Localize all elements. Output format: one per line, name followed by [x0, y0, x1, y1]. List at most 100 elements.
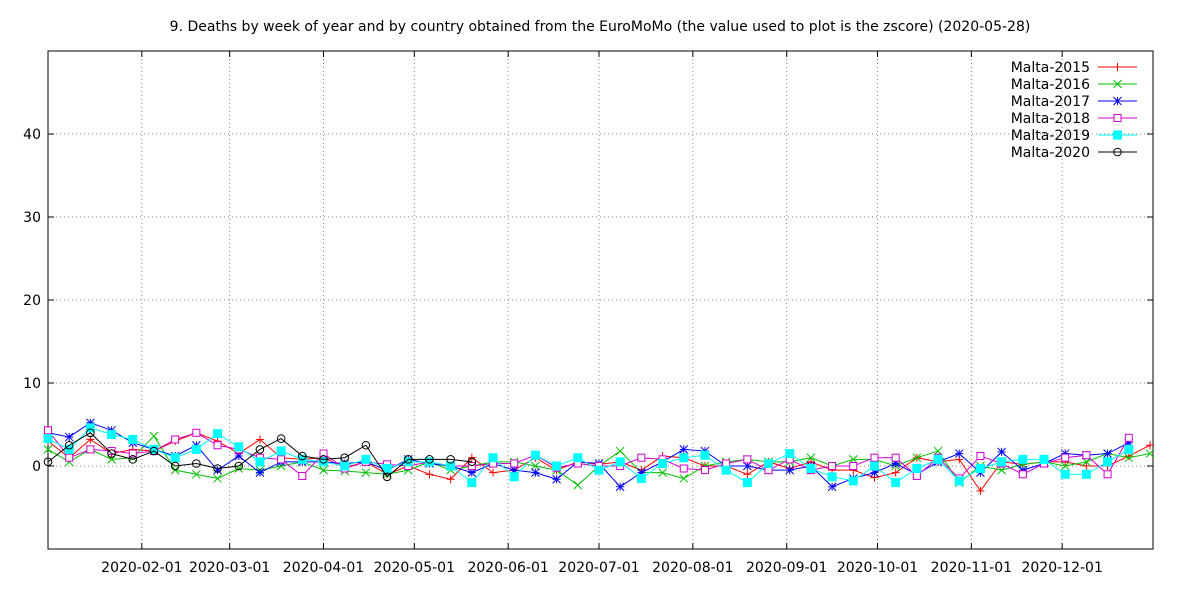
data-point: [107, 449, 116, 458]
data-point: [340, 461, 350, 471]
data-point: [679, 453, 689, 463]
data-point: [43, 434, 53, 444]
data-point: [128, 449, 137, 458]
x-axis: 2020-02-01 2020-03-01 2020-04-01 2020-05-01…: [101, 51, 1103, 576]
data-point: [827, 472, 837, 482]
data-point: [510, 459, 519, 468]
data-point: [1124, 453, 1134, 463]
data-point: [573, 453, 583, 463]
series-malta-2019: [43, 423, 1134, 488]
data-point: [891, 468, 900, 477]
data-point: [700, 466, 709, 475]
data-point: [764, 459, 774, 469]
data-point: [213, 474, 222, 483]
data-point: [615, 482, 625, 492]
data-point: [85, 423, 95, 433]
data-point: [976, 452, 985, 461]
series-malta-2017: [43, 418, 1134, 492]
data-point: [997, 447, 1006, 457]
x-tick-label: 2020-09-01: [746, 560, 827, 576]
data-point: [1039, 454, 1049, 464]
data-point: [64, 432, 74, 442]
x-tick-label: 2020-05-01: [374, 560, 455, 576]
data-point: [128, 434, 138, 444]
data-point: [191, 469, 201, 479]
data-point: [679, 474, 689, 483]
x-tick-label: 2020-11-01: [931, 560, 1012, 576]
data-point: [213, 429, 223, 439]
data-point: [65, 453, 74, 462]
data-point: [594, 465, 604, 475]
data-point: [149, 444, 159, 454]
data-point: [721, 465, 731, 475]
data-point: [785, 465, 795, 475]
data-point: [1018, 454, 1028, 464]
data-point: [552, 461, 562, 471]
legend: Malta-2015Malta-2016Malta-2017Malta-2018…: [1011, 60, 1137, 161]
data-point: [425, 470, 434, 479]
x-tick-label: 2020-02-01: [101, 560, 182, 576]
data-point: [298, 451, 307, 461]
y-tick-label: 20: [23, 293, 41, 309]
data-point: [891, 453, 900, 462]
data-point: [933, 454, 943, 464]
data-point: [489, 468, 498, 477]
data-point: [44, 426, 52, 435]
data-point: [318, 457, 328, 467]
y-axis: 0 10 20 30 40: [23, 127, 1153, 475]
data-point: [869, 461, 879, 471]
legend-label: Malta-2020: [1011, 145, 1090, 161]
data-point: [658, 468, 667, 477]
data-point: [531, 461, 540, 471]
data-point: [255, 445, 265, 454]
legend-marker: [1113, 63, 1122, 71]
data-point: [213, 441, 222, 450]
data-point: [636, 473, 646, 483]
data-point: [848, 476, 858, 486]
data-point: [530, 450, 540, 460]
data-point: [319, 465, 328, 475]
data-point: [361, 454, 371, 464]
data-point: [1061, 453, 1070, 462]
data-point: [319, 455, 328, 464]
data-point: [382, 472, 392, 482]
data-point: [827, 482, 837, 492]
data-point: [1124, 444, 1134, 454]
data-point: [149, 431, 159, 441]
data-point: [912, 453, 922, 463]
data-point: [954, 476, 964, 486]
data-point: [997, 457, 1007, 467]
data-point: [891, 478, 901, 488]
data-point: [255, 457, 265, 467]
y-tick-label: 10: [23, 376, 41, 392]
x-tick-label: 2020-06-01: [467, 560, 548, 576]
series-malta-2020: [43, 428, 477, 482]
data-point: [276, 434, 286, 443]
data-point: [1103, 457, 1113, 467]
data-point: [806, 463, 816, 473]
data-point: [86, 445, 95, 454]
x-tick-label: 2020-10-01: [837, 560, 918, 576]
data-point: [298, 471, 307, 480]
data-point: [107, 429, 117, 439]
legend-marker: [1113, 147, 1122, 157]
data-point: [467, 478, 477, 488]
data-point: [1103, 470, 1112, 479]
data-point: [128, 455, 138, 464]
x-tick-label: 2020-04-01: [283, 560, 364, 576]
data-point: [573, 480, 583, 490]
data-point: [679, 464, 688, 473]
data-point: [849, 462, 858, 470]
data-point: [976, 486, 985, 495]
data-point: [86, 428, 95, 438]
data-point: [615, 457, 625, 467]
data-point: [679, 445, 689, 454]
data-point: [255, 468, 265, 477]
series-line: [47, 432, 472, 478]
data-point: [1018, 470, 1027, 479]
chart-title: 9. Deaths by week of year and by country…: [170, 19, 1031, 35]
x-tick-label: 2020-07-01: [558, 560, 639, 576]
legend-label: Malta-2015: [1011, 60, 1090, 76]
data-point: [1060, 461, 1070, 471]
data-point: [340, 453, 349, 463]
